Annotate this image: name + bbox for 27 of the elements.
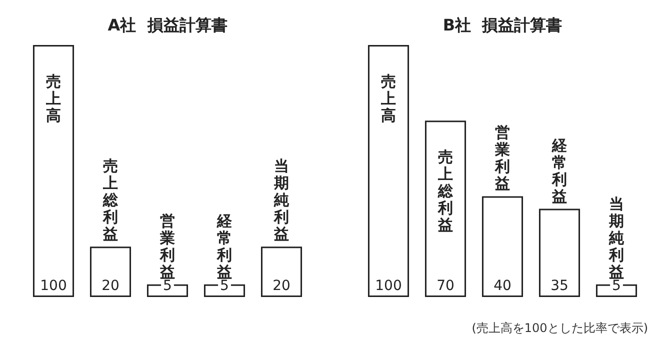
bar [538,208,580,297]
chart-title: A社 損益計算書 [108,16,228,34]
x-tick-label: 売上高 [45,72,61,124]
bar [482,196,524,297]
bar [368,45,410,297]
x-tick-label: 当期純利益 [608,194,625,281]
x-tick-label: 売上総利益 [102,157,119,244]
data-label: 5 [220,278,229,294]
data-label: 100 [375,278,402,294]
data-label: 20 [102,278,120,294]
x-tick-label: 売上高 [380,72,396,124]
x-tick-label: 経常利益 [551,136,568,206]
data-label: 20 [272,278,290,294]
data-label: 40 [494,278,512,294]
chart-title: B社 損益計算書 [442,16,562,34]
data-label: 5 [163,278,172,294]
x-tick-label: 営業利益 [494,124,510,193]
data-label: 5 [612,278,621,294]
x-tick-label: 経常利益 [216,212,233,281]
bar [424,120,466,297]
data-label: 35 [550,278,568,294]
x-tick-label: 営業利益 [159,212,175,281]
x-tick-label: 売上総利益 [437,148,454,234]
x-tick-label: 当期純利益 [273,157,290,244]
text: (売上高を100とした比率で表示) [472,321,648,335]
data-label: 70 [436,278,454,294]
data-label: 100 [40,278,67,294]
